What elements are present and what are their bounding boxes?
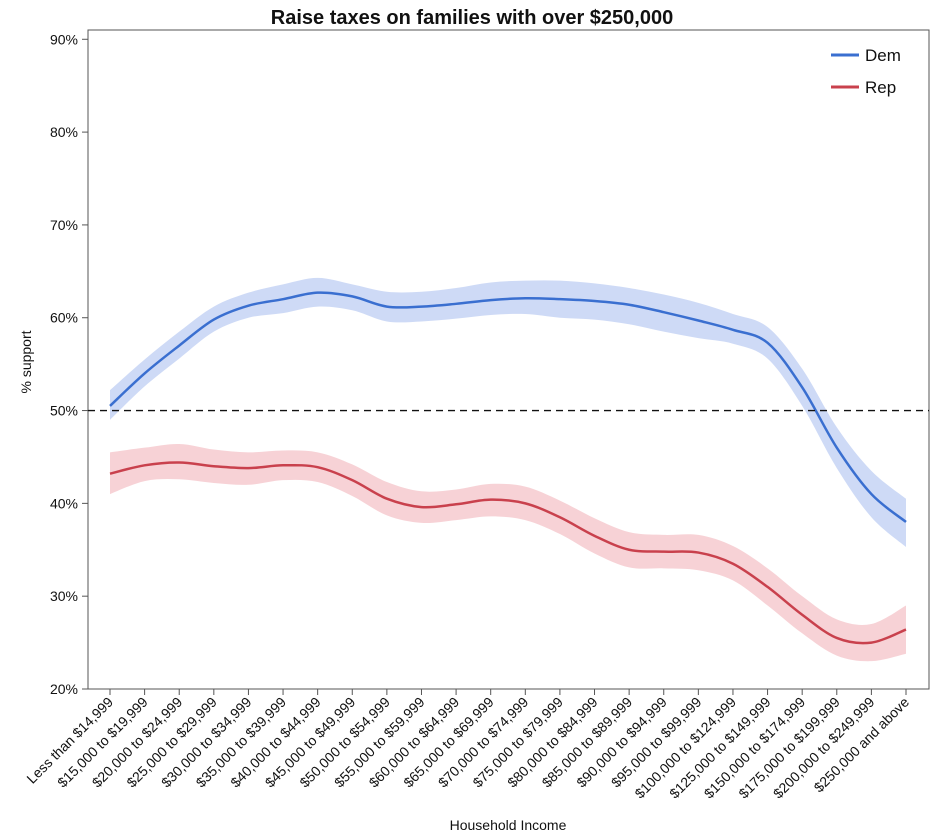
legend-label: Rep — [865, 78, 896, 97]
y-tick-label: 90% — [50, 31, 78, 47]
confidence-band — [110, 443, 906, 662]
y-tick-label: 30% — [50, 588, 78, 604]
plot-frame — [87, 29, 930, 690]
legend-label: Dem — [865, 46, 901, 65]
y-tick-label: 80% — [50, 124, 78, 140]
y-tick-label: 40% — [50, 495, 78, 511]
y-tick-label: 50% — [50, 403, 78, 419]
y-tick-label: 20% — [50, 681, 78, 697]
x-axis-label: Household Income — [450, 817, 567, 833]
y-tick-label: 60% — [50, 310, 78, 326]
y-axis-label: % support — [18, 330, 34, 393]
chart-title: Raise taxes on families with over $250,0… — [271, 7, 673, 29]
y-tick-label: 70% — [50, 217, 78, 233]
line — [109, 291, 907, 523]
line — [109, 461, 907, 645]
